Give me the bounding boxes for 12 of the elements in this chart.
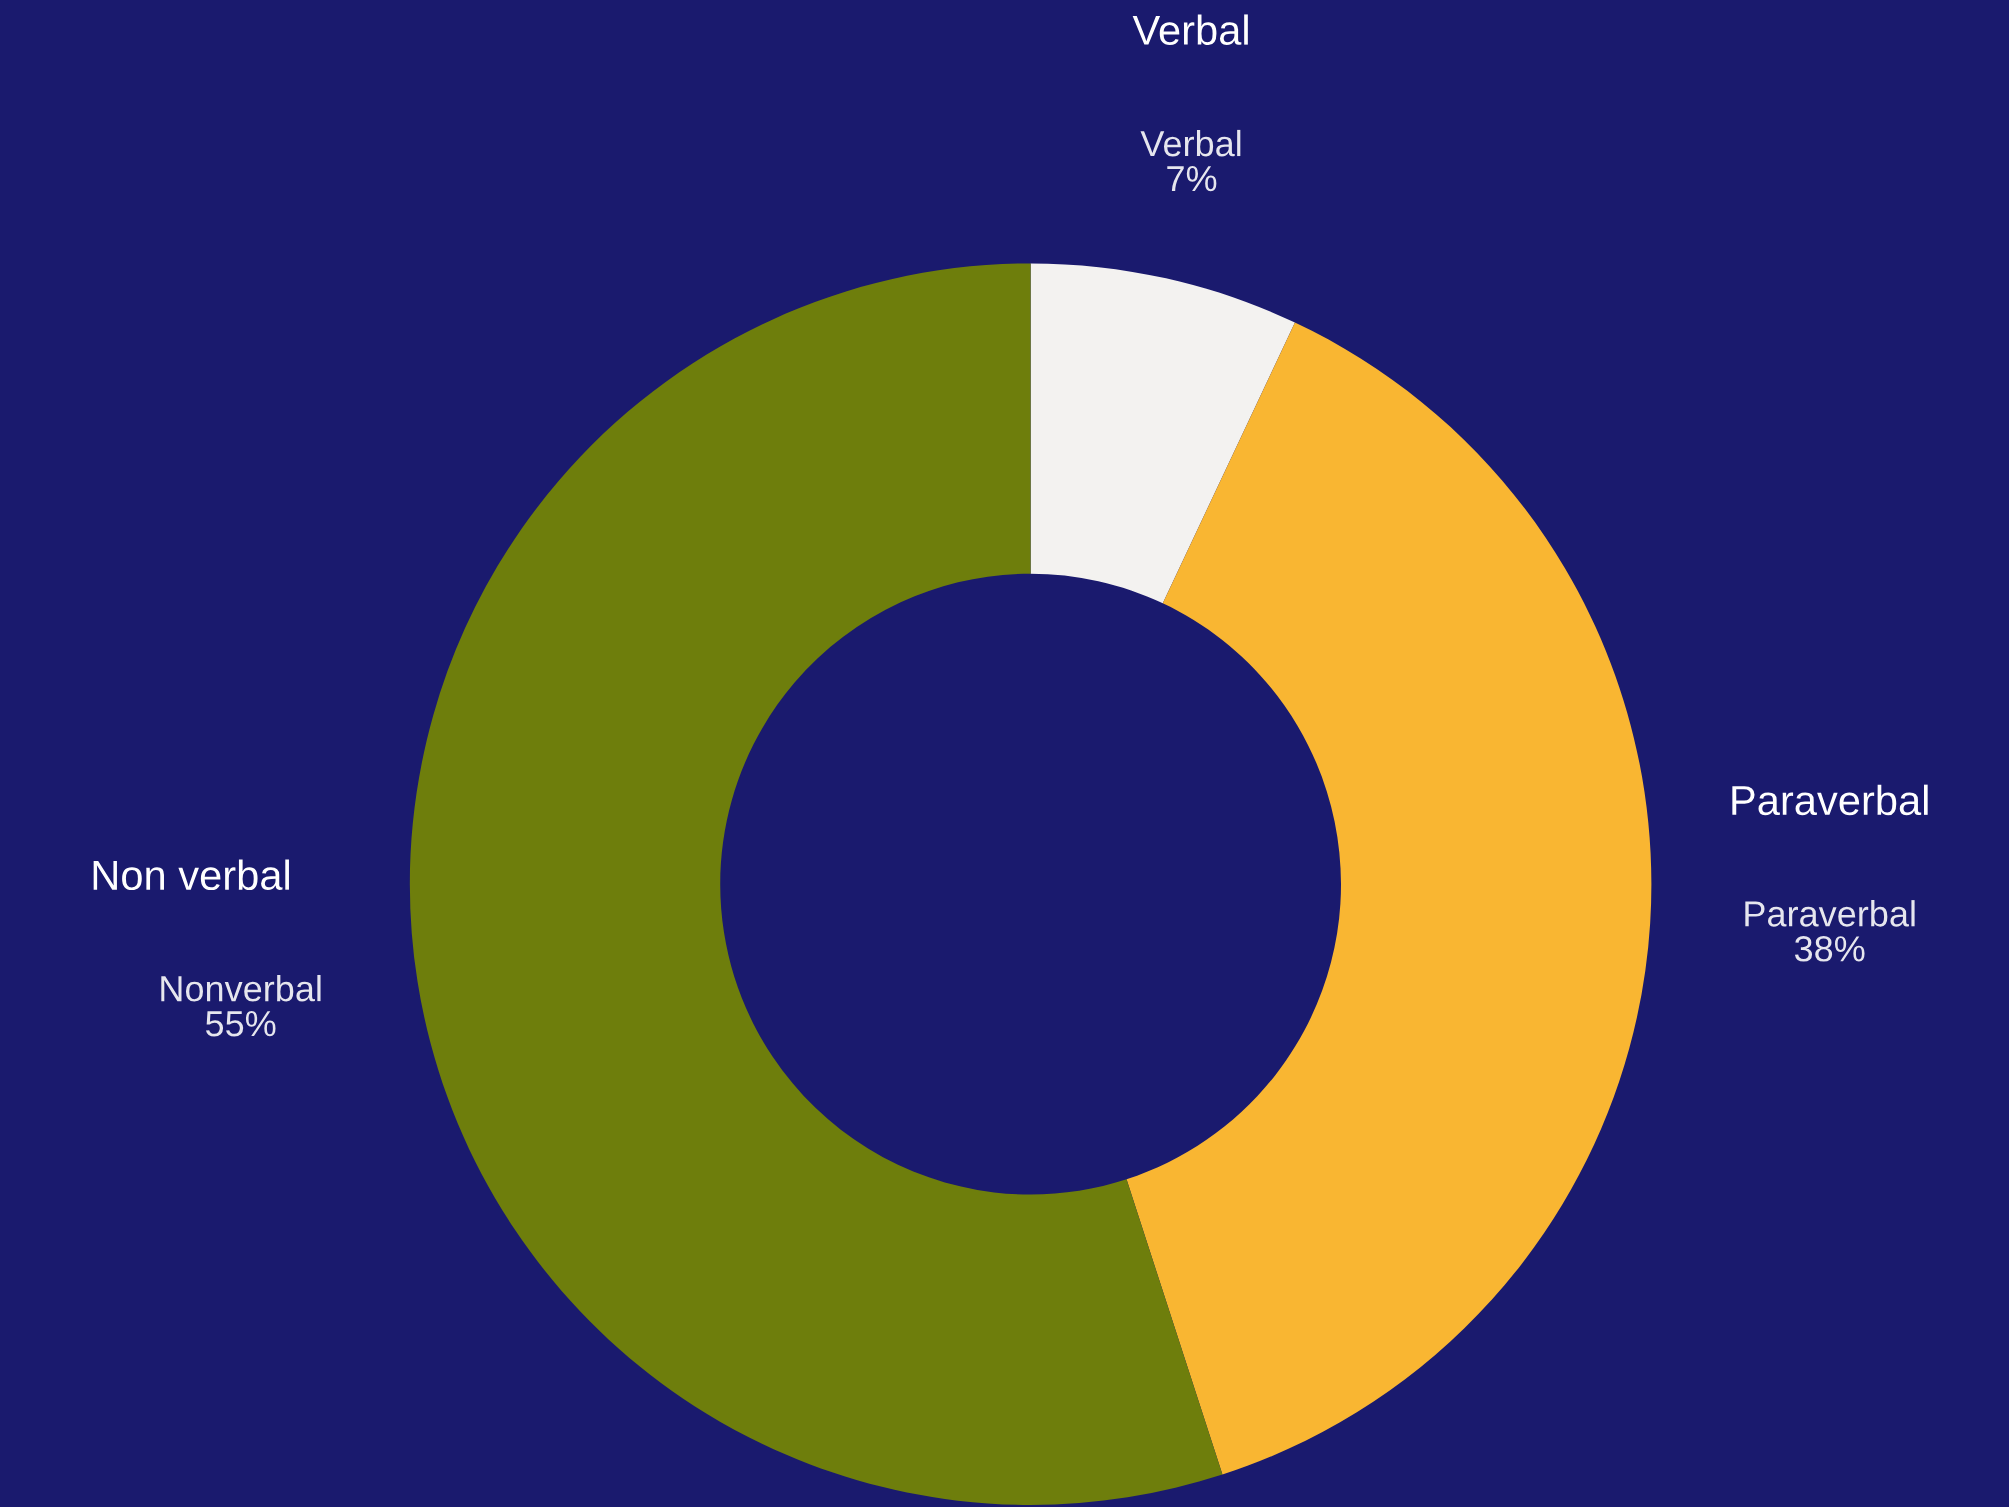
text: Non verbal (93, 859, 289, 891)
data-label: 38% (1794, 936, 1865, 962)
text: Paraverbal (1732, 784, 1928, 816)
slice-label: Nonverbal (161, 974, 321, 1002)
text: Verbal (1132, 14, 1248, 46)
data-label: 55% (205, 1011, 276, 1037)
donut-slice (1126, 322, 1652, 1475)
slice-label: Paraverbal (1745, 900, 1915, 927)
data-label: 7% (1167, 165, 1217, 192)
donut-slice (1030, 263, 1295, 604)
donut-slice (409, 263, 1223, 1505)
slice-label: Verbal (1140, 129, 1241, 157)
